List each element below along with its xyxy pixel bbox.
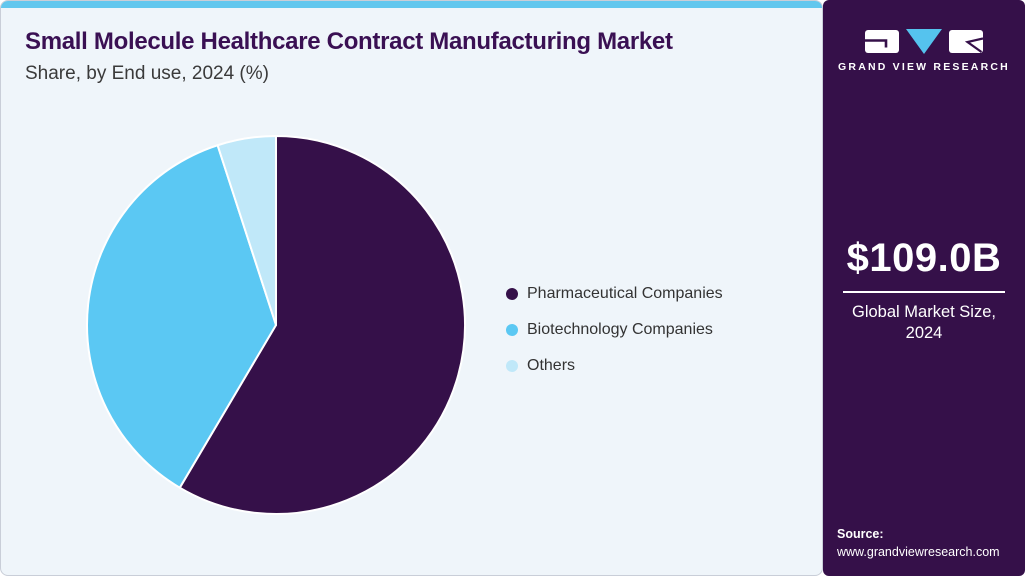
logo-v-triangle-icon: [906, 28, 942, 54]
page-title: Small Molecule Healthcare Contract Manuf…: [25, 28, 673, 55]
legend-item: Biotechnology Companies: [506, 321, 723, 339]
legend-swatch-icon: [506, 324, 518, 336]
legend-label: Biotechnology Companies: [527, 321, 713, 338]
pie-chart: [85, 134, 467, 516]
source-label: Source:: [837, 526, 884, 541]
legend-swatch-icon: [506, 360, 518, 372]
brand-logo: GRAND VIEW RESEARCH: [823, 28, 1025, 73]
legend-item: Pharmaceutical Companies: [506, 285, 723, 303]
logo-g-block-icon: [865, 29, 899, 53]
pie-chart-svg: [86, 135, 466, 515]
legend: Pharmaceutical Companies Biotechnology Co…: [506, 285, 723, 375]
source-block: Source: www.grandviewresearch.com: [837, 525, 1000, 561]
legend-label: Pharmaceutical Companies: [527, 285, 723, 302]
legend-swatch-icon: [506, 288, 518, 300]
market-size-caption-line2: 2024: [905, 324, 943, 343]
chart-card: Small Molecule Healthcare Contract Manuf…: [0, 0, 823, 576]
market-size-value: $109.0B: [846, 236, 1002, 280]
title-block: Small Molecule Healthcare Contract Manuf…: [25, 28, 815, 85]
brand-name: GRAND VIEW RESEARCH: [838, 61, 1010, 73]
market-size-caption-line1: Global Market Size,: [852, 303, 996, 321]
pie-slice-pharmaceutical-companies: [178, 135, 466, 515]
page-subtitle: Share, by End use, 2024 (%): [25, 63, 269, 84]
top-accent-bar: [1, 1, 822, 8]
market-size-caption: Global Market Size, 2024: [823, 302, 1025, 345]
legend-item: Others: [506, 357, 723, 375]
market-size-block: $109.0B Global Market Size, 2024: [823, 236, 1025, 345]
market-size-divider: [843, 291, 1005, 293]
logo-glyph-row: [823, 28, 1025, 54]
pie-slice-others: [216, 135, 277, 326]
sidebar: GRAND VIEW RESEARCH $109.0B Global Marke…: [823, 0, 1025, 576]
source-url[interactable]: www.grandviewresearch.com: [837, 544, 1000, 559]
pie-slice-biotechnology-companies: [86, 144, 277, 489]
legend-label: Others: [527, 357, 576, 374]
logo-r-block-icon: [949, 29, 983, 53]
